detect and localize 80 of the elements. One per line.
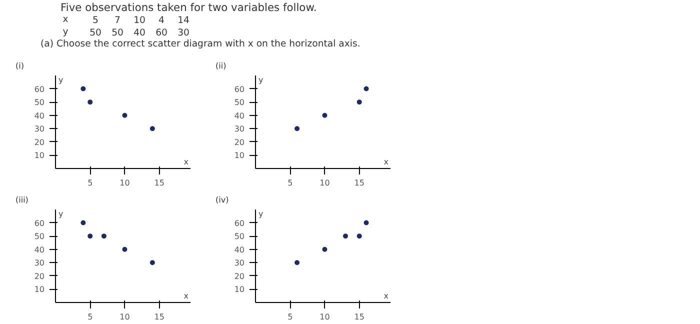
y-tick-label: 30 (34, 124, 45, 134)
point (122, 246, 128, 252)
text: 4 (158, 15, 165, 26)
text: y (62, 26, 69, 38)
point (101, 234, 106, 239)
y-tick-label: 10 (34, 285, 45, 294)
y-tick-label: 60 (234, 218, 245, 228)
y-tick-label: 40 (234, 245, 245, 254)
x-axis-title: x (184, 158, 189, 166)
y-axis-title: y (58, 76, 64, 84)
point (356, 100, 362, 105)
y-tick-label: 50 (34, 232, 45, 242)
text: 7 (114, 15, 121, 26)
y-tick-label: 50 (34, 98, 45, 108)
y-tick-label: 60 (34, 218, 45, 228)
x-axis-title: x (384, 292, 389, 300)
point (122, 112, 128, 118)
point (80, 220, 86, 226)
chart-title: (iii) (16, 196, 28, 204)
x-tick-label: 15 (154, 312, 164, 322)
y-tick-label: 60 (34, 84, 45, 94)
chart-title: (ii) (216, 62, 226, 70)
text: 5 (92, 15, 99, 26)
x-tick-label: 5 (288, 312, 293, 322)
point (364, 220, 369, 226)
y-tick-label: 30 (34, 258, 45, 268)
y-tick-label: 40 (234, 111, 245, 120)
point (356, 234, 362, 239)
x-tick-label: 5 (288, 178, 293, 188)
y-tick-label: 20 (234, 272, 245, 281)
y-tick-label: 40 (34, 245, 45, 254)
y-tick-label: 30 (234, 258, 245, 268)
text: (a) Choose the correct scatter diagram with x on the horizontal axis. (40, 38, 360, 50)
point (322, 246, 328, 252)
chart-title: (iv) (216, 196, 229, 204)
y-axis-title: y (258, 76, 264, 84)
y-tick-label: 10 (234, 151, 245, 160)
y-tick-label: 60 (234, 84, 245, 94)
point (150, 126, 155, 132)
point (294, 260, 300, 266)
point (88, 100, 93, 105)
x-tick-label: 15 (354, 178, 364, 188)
y-tick-label: 20 (234, 138, 245, 147)
text: 14 (178, 15, 190, 26)
y-axis-title: y (258, 210, 264, 218)
point (88, 234, 93, 239)
y-tick-label: 40 (34, 111, 45, 120)
x-tick-label: 15 (154, 178, 164, 188)
point (80, 86, 86, 92)
x-tick-label: 15 (354, 312, 364, 322)
x-tick-label: 10 (320, 178, 330, 188)
point (150, 260, 155, 266)
text: 50 (112, 27, 124, 38)
y-tick-label: 50 (234, 98, 245, 108)
point (343, 234, 348, 239)
y-tick-label: 30 (234, 124, 245, 134)
text: Five observations taken for two variables follow. (60, 0, 317, 14)
x-tick-label: 10 (320, 312, 330, 322)
y-tick-label: 10 (34, 151, 45, 160)
point (322, 112, 328, 118)
chart-title: (i) (16, 62, 24, 70)
text: 30 (178, 27, 190, 38)
x-axis-title: x (184, 292, 189, 300)
y-tick-label: 20 (34, 272, 45, 281)
y-tick-label: 20 (34, 138, 45, 147)
y-tick-label: 50 (234, 232, 245, 242)
x-tick-label: 5 (88, 312, 93, 322)
y-tick-label: 10 (234, 285, 245, 294)
x-axis-title: x (384, 158, 389, 166)
point (364, 86, 369, 92)
text: x (62, 14, 69, 26)
text: 50 (90, 27, 102, 38)
text: 10 (134, 15, 146, 26)
text: 60 (156, 27, 168, 38)
x-tick-label: 10 (120, 178, 130, 188)
point (294, 126, 300, 132)
text: 40 (134, 27, 146, 38)
x-tick-label: 10 (120, 312, 130, 322)
x-tick-label: 5 (88, 178, 93, 188)
y-axis-title: y (58, 210, 64, 218)
